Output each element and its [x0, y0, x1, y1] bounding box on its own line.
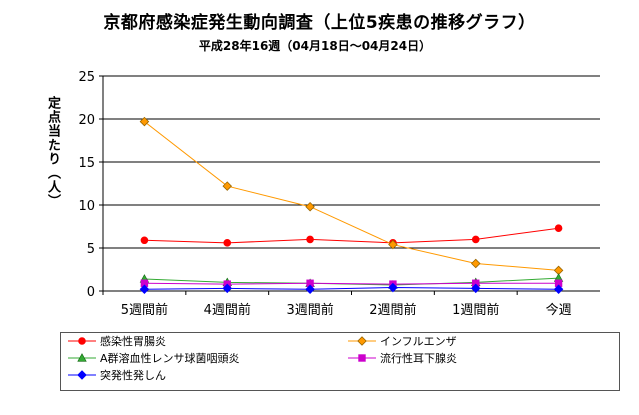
x-tick-label: 1週間前	[452, 302, 499, 318]
legend-marker	[357, 336, 367, 346]
data-point	[305, 201, 315, 212]
data-point	[223, 239, 232, 247]
data-point	[471, 235, 480, 244]
legend-box	[60, 332, 620, 391]
data-point	[553, 284, 564, 295]
y-axis-label: 定点当たり（人）	[45, 96, 60, 208]
data-point	[140, 236, 149, 245]
data-point	[388, 282, 398, 293]
y-tick-label: 25	[78, 70, 95, 85]
x-tick-label: 4週間前	[204, 302, 251, 318]
data-point	[306, 235, 314, 244]
data-point	[305, 284, 315, 295]
data-point	[139, 116, 150, 127]
data-point	[139, 284, 150, 295]
legend-marker	[77, 370, 87, 380]
legend-label: 突発性発しん	[100, 368, 166, 382]
x-tick-label: 3週間前	[286, 302, 333, 318]
x-tick-label: 今週	[546, 302, 572, 318]
legend-marker	[78, 337, 86, 345]
y-tick-label: 15	[78, 156, 95, 171]
legend-label: インフルエンザ	[380, 335, 457, 348]
y-tick-label: 5	[87, 242, 95, 257]
data-point	[470, 258, 481, 269]
legend-label: 感染性胃腸炎	[100, 334, 166, 348]
series-line	[144, 121, 559, 271]
series-line	[144, 287, 559, 290]
x-tick-label: 2週間前	[369, 302, 416, 318]
legend-marker	[77, 353, 87, 362]
data-point	[470, 283, 481, 294]
chart-title: 京都府感染症発生動向調査（上位5疾患の推移グラフ）	[103, 13, 536, 33]
chart-subtitle: 平成28年16週（04月18日～04月24日）	[198, 39, 432, 53]
legend-marker	[358, 354, 366, 362]
data-point	[222, 283, 233, 294]
y-tick-label: 20	[78, 113, 95, 128]
data-point	[554, 224, 563, 233]
x-tick-label: 5週間前	[121, 302, 168, 318]
legend-label: A群溶血性レンサ球菌咽頭炎	[100, 351, 240, 365]
legend-label: 流行性耳下腺炎	[380, 351, 457, 365]
y-tick-label: 0	[87, 285, 95, 300]
series-line	[144, 227, 559, 244]
data-point	[388, 239, 398, 250]
y-tick-label: 10	[78, 199, 95, 214]
series-line	[144, 282, 559, 285]
data-point	[222, 181, 233, 191]
